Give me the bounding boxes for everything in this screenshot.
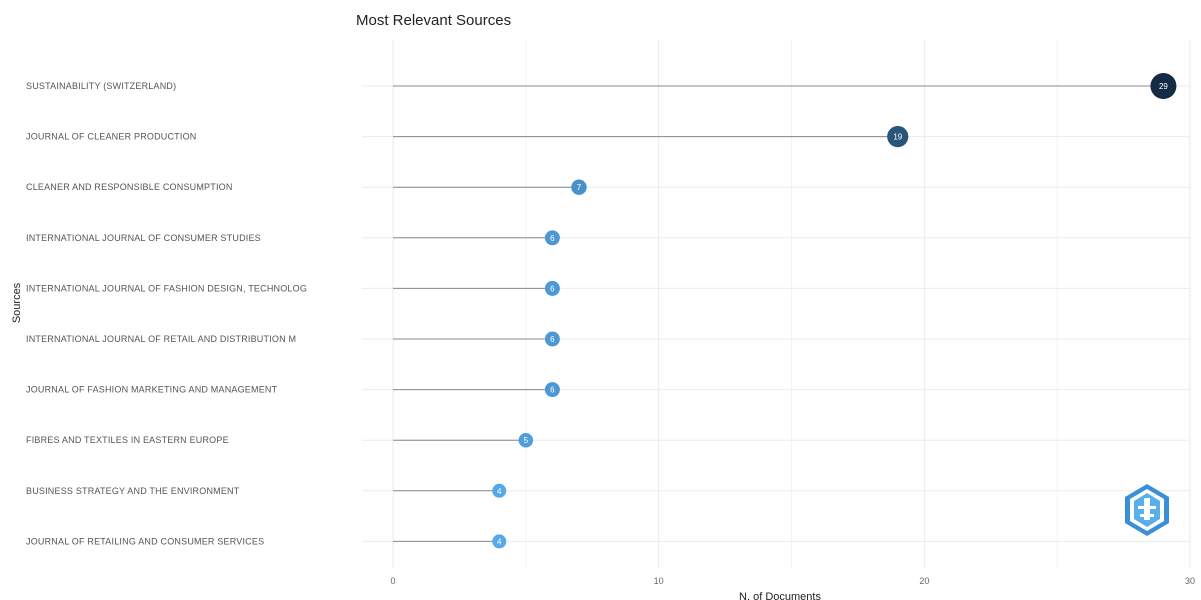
data-label: 5: [524, 436, 529, 445]
lollipop-dot: [887, 126, 909, 148]
category-labels: SUSTAINABILITY (SWITZERLAND) JOURNAL OF C…: [26, 81, 307, 546]
x-tick-label: 20: [919, 576, 929, 586]
data-label: 6: [550, 335, 555, 344]
category-label: SUSTAINABILITY (SWITZERLAND): [26, 81, 176, 91]
lollipop-dot: [1150, 73, 1177, 99]
category-label: JOURNAL OF FASHION MARKETING AND MANAGEM…: [26, 385, 278, 395]
category-label: BUSINESS STRATEGY AND THE ENVIRONMENT: [26, 486, 240, 496]
data-label: 4: [497, 487, 502, 496]
category-label: INTERNATIONAL JOURNAL OF CONSUMER STUDIE…: [26, 233, 261, 243]
x-tick-label: 0: [390, 576, 395, 586]
data-label: 6: [550, 234, 555, 243]
bibliometrix-logo-icon: [1125, 484, 1169, 536]
data-label: 6: [550, 284, 555, 293]
x-tick-label: 10: [654, 576, 664, 586]
lollipop-dot: [544, 382, 560, 398]
category-label: INTERNATIONAL JOURNAL OF FASHION DESIGN,…: [26, 283, 307, 293]
data-label: 19: [893, 133, 902, 142]
lollipop-dot: [544, 331, 560, 347]
x-tick-label: 30: [1185, 576, 1195, 586]
y-axis-title: Sources: [11, 282, 23, 323]
lollipop-stems: [393, 85, 1164, 542]
lollipop-dot: [492, 534, 507, 549]
data-label: 4: [497, 537, 502, 546]
data-label: 29: [1159, 82, 1168, 91]
category-label: JOURNAL OF CLEANER PRODUCTION: [26, 132, 197, 142]
x-tick-labels: 0 10 20 30: [390, 576, 1195, 586]
chart-title: Most Relevant Sources: [356, 12, 511, 29]
category-label: INTERNATIONAL JOURNAL OF RETAIL AND DIST…: [26, 334, 296, 344]
lollipop-dot: [492, 483, 507, 498]
category-label: CLEANER AND RESPONSIBLE CONSUMPTION: [26, 182, 233, 192]
lollipop-dot: [518, 432, 534, 448]
x-axis-title: N. of Documents: [739, 591, 821, 600]
category-label: JOURNAL OF RETAILING AND CONSUMER SERVIC…: [26, 536, 264, 546]
data-label: 7: [577, 183, 582, 192]
category-label: FIBRES AND TEXTILES IN EASTERN EUROPE: [26, 435, 229, 445]
lollipop-dots: 29 19 7 6 6 6 6 5 4 4: [492, 73, 1177, 549]
lollipop-dot: [544, 230, 560, 246]
lollipop-dot: [544, 280, 560, 296]
lollipop-dot: [571, 179, 587, 195]
grid-lines: [362, 40, 1191, 568]
data-label: 6: [550, 386, 555, 395]
